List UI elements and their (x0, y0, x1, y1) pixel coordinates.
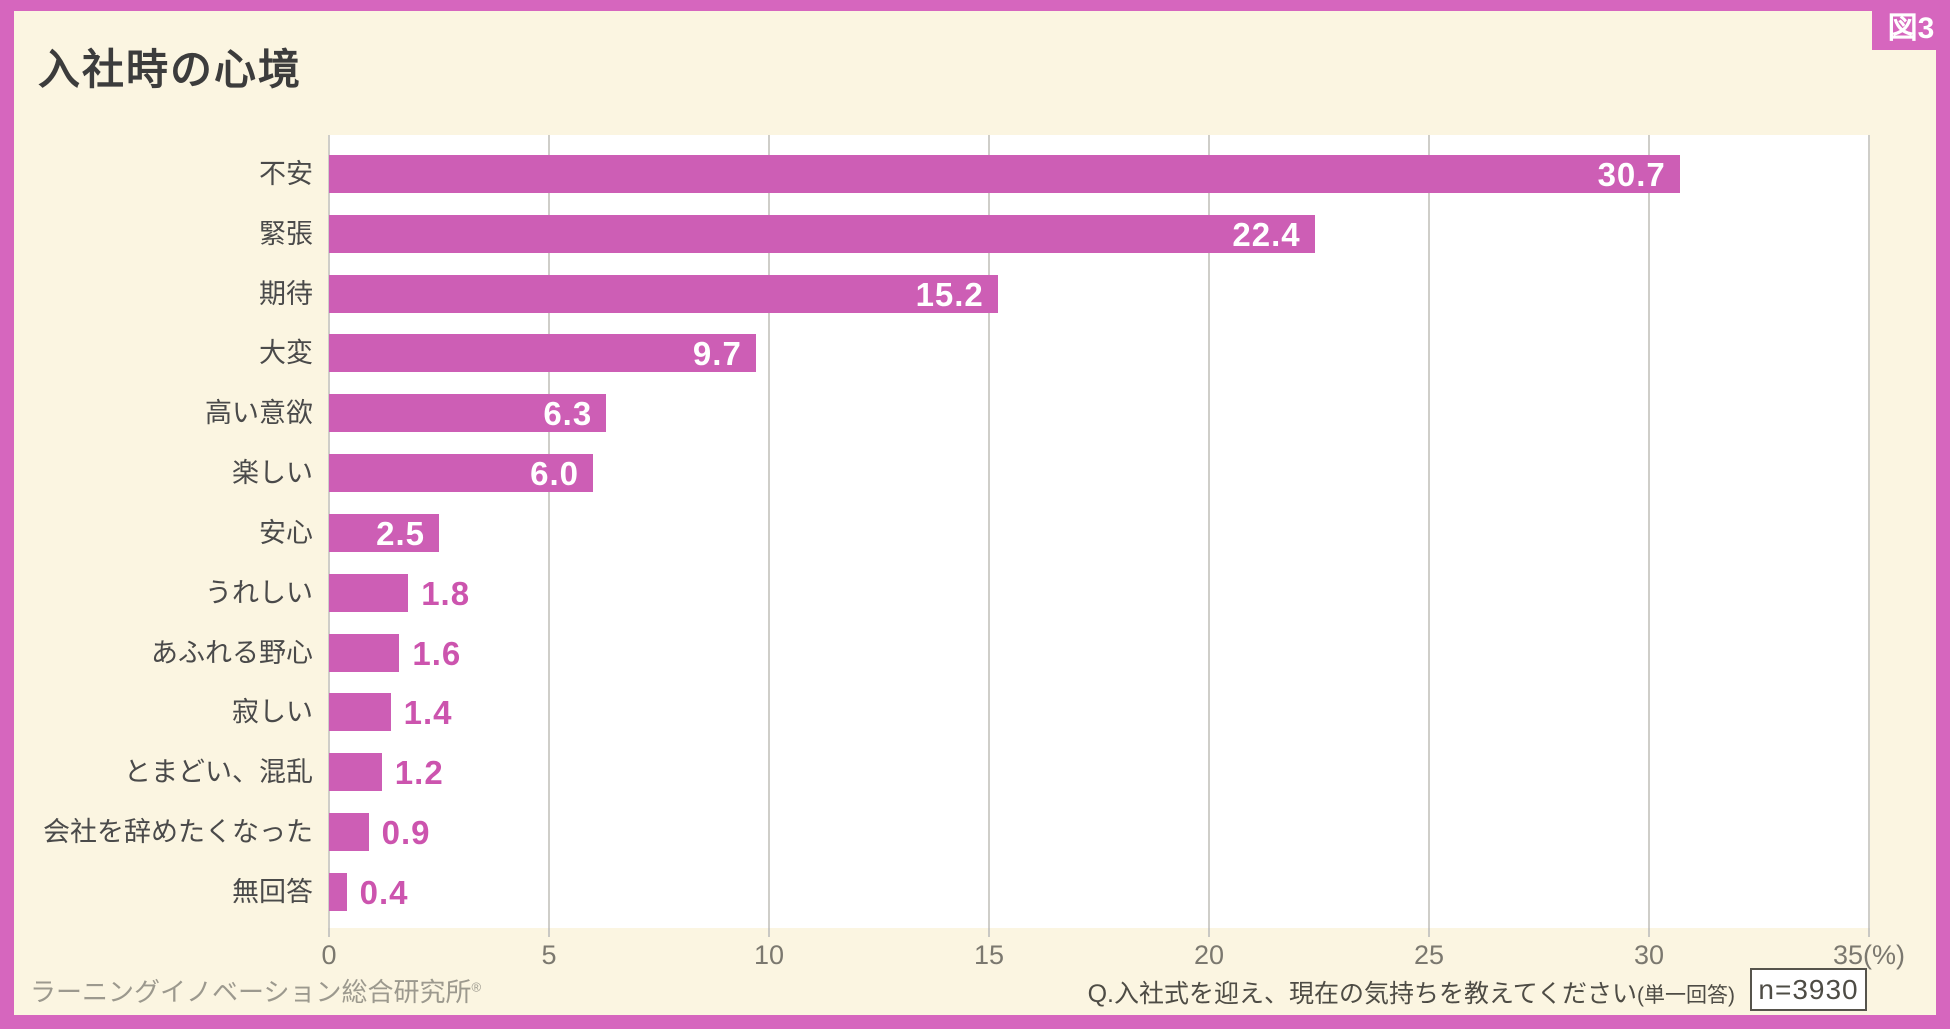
question-note: (単一回答) (1637, 984, 1735, 1007)
bar-12: 0.4 (329, 872, 407, 911)
bar-value-2: 15.2 (915, 275, 984, 313)
bar-5: 6.0 (329, 454, 593, 493)
tick-mark-x-15 (988, 928, 990, 937)
tick-mark-x-30 (1648, 928, 1650, 937)
bar-2: 15.2 (329, 274, 998, 313)
category-label-1: 緊張 (259, 218, 313, 249)
bar-6: 2.5 (329, 513, 439, 552)
category-label-11: 会社を辞めたくなった (43, 817, 313, 848)
gridline-x-20 (1208, 135, 1210, 928)
bar-value-4: 6.3 (543, 395, 593, 433)
tick-mark-x-5 (548, 928, 550, 937)
bar-10: 1.2 (329, 753, 443, 792)
gridline-x-15 (988, 135, 990, 928)
figure-number-badge: 図3 (1872, 0, 1950, 50)
category-labels: 不安緊張期待大変高い意欲楽しい安心うれしいあふれる野心寂しいとまどい、混乱会社を… (0, 135, 313, 928)
bar-4: 6.3 (329, 394, 607, 433)
chart-title: 入社時の心境 (38, 46, 303, 93)
category-label-3: 大変 (259, 338, 313, 369)
category-label-10: とまどい、混乱 (124, 757, 313, 788)
category-label-4: 高い意欲 (205, 398, 313, 429)
category-label-5: 楽しい (232, 458, 313, 489)
sample-size-box: n=3930 (1750, 968, 1867, 1011)
source-name: ラーニングイノベーション総合研究所 (30, 977, 472, 1007)
bar-0: 30.7 (329, 155, 1680, 193)
survey-question: Q.入社式を迎え、現在の気持ちを教えてください(単一回答) (1088, 974, 1735, 1010)
bar-9: 1.4 (329, 693, 451, 732)
bar-value-1: 22.4 (1232, 215, 1301, 253)
gridline-x-25 (1428, 135, 1430, 928)
registered-mark: ® (471, 979, 482, 995)
tick-mark-x-0 (328, 928, 330, 937)
plot-area: 30.7 22.4 15.2 9.7 6.3 6.0 2.5 1.8 1.6 1.4 1.2 0.9 0… (328, 135, 1870, 928)
tick-mark-x-35 (1868, 928, 1870, 937)
bar-value-9: 1.4 (403, 694, 453, 732)
bar-8: 1.6 (329, 633, 460, 672)
bar-value-0: 30.7 (1597, 156, 1666, 193)
gridline-x-10 (768, 135, 770, 928)
category-label-9: 寂しい (232, 697, 313, 728)
category-label-12: 無回答 (232, 876, 313, 907)
bar-value-6: 2.5 (376, 514, 425, 552)
tick-mark-x-10 (768, 928, 770, 937)
bar-value-11: 0.9 (381, 814, 431, 852)
category-label-8: あふれる野心 (151, 637, 313, 668)
gridline-x-30 (1648, 135, 1650, 928)
bar-3: 9.7 (329, 334, 756, 373)
question-text: Q.入社式を迎え、現在の気持ちを教えてください (1087, 980, 1637, 1008)
category-label-6: 安心 (259, 517, 313, 548)
bar-value-7: 1.8 (421, 574, 471, 612)
tick-mark-x-25 (1428, 928, 1430, 937)
tick-mark-x-20 (1208, 928, 1210, 937)
bar-value-8: 1.6 (412, 634, 462, 672)
bar-value-5: 6.0 (530, 455, 579, 493)
bar-11: 0.9 (329, 813, 429, 852)
category-label-2: 期待 (259, 278, 313, 309)
gridline-x-35 (1868, 135, 1870, 928)
category-label-7: うれしい (205, 577, 313, 608)
category-label-0: 不安 (259, 159, 313, 189)
gridline-x-5 (548, 135, 550, 928)
bar-1: 22.4 (329, 214, 1315, 253)
source-credit: ラーニングイノベーション総合研究所® (30, 972, 481, 1009)
bar-value-3: 9.7 (692, 335, 742, 373)
bar-value-12: 0.4 (359, 873, 409, 911)
bar-value-10: 1.2 (394, 754, 444, 792)
bar-7: 1.8 (329, 573, 469, 612)
